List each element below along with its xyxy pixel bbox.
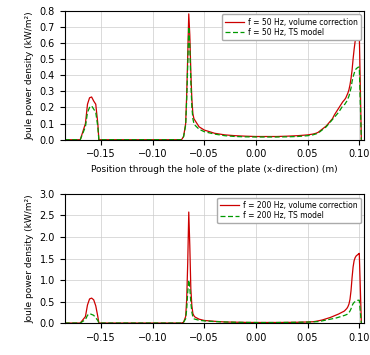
X-axis label: Position through the hole of the plate (x-direction) (m): Position through the hole of the plate (…	[91, 165, 338, 174]
Legend: f = 200 Hz, volume correction, f = 200 Hz, TS model: f = 200 Hz, volume correction, f = 200 H…	[217, 198, 361, 223]
Legend: f = 50 Hz, volume correction, f = 50 Hz, TS model: f = 50 Hz, volume correction, f = 50 Hz,…	[222, 15, 361, 40]
Y-axis label: Joule power density (kW/m²): Joule power density (kW/m²)	[25, 11, 34, 140]
Y-axis label: Joule power density (kW/m²): Joule power density (kW/m²)	[25, 194, 34, 323]
